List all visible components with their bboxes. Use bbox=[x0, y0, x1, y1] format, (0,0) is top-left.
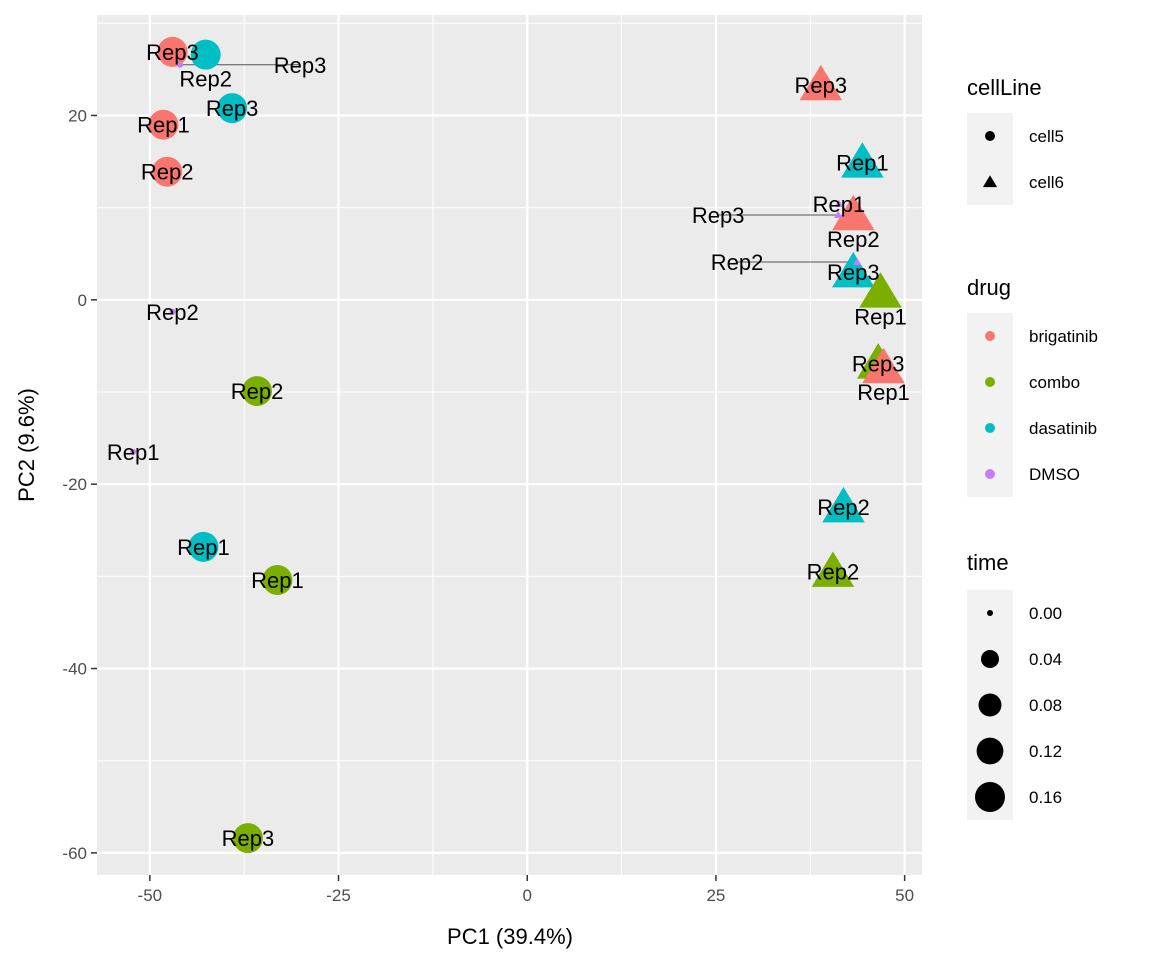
legend-label: 0.16 bbox=[1029, 788, 1062, 807]
data-point bbox=[148, 109, 179, 140]
legend-key-color bbox=[985, 331, 995, 341]
legend-label: combo bbox=[1029, 373, 1080, 392]
point-label: Rep2 bbox=[817, 495, 870, 520]
x-tick-label: 0 bbox=[523, 886, 532, 905]
data-point bbox=[152, 156, 183, 187]
legend-title: cellLine bbox=[967, 75, 1042, 100]
x-tick-label: -25 bbox=[326, 886, 351, 905]
legend-key-size bbox=[976, 737, 1004, 765]
legend-label: 0.00 bbox=[1029, 604, 1062, 623]
axes: -50 -25 0 25 50 -60 -40 -20 0 20 bbox=[62, 106, 914, 905]
y-tick-label: 0 bbox=[78, 291, 87, 310]
data-point bbox=[157, 36, 188, 67]
data-point bbox=[822, 486, 865, 523]
data-point bbox=[188, 531, 219, 562]
legend-key-triangle bbox=[982, 175, 998, 188]
point-label: Rep2 bbox=[146, 300, 199, 325]
x-tick-label: -50 bbox=[138, 886, 163, 905]
legend-key-box bbox=[967, 113, 1013, 205]
legend-key-color bbox=[985, 377, 995, 387]
data-point bbox=[262, 565, 293, 596]
points bbox=[130, 36, 905, 854]
y-tick-label: 20 bbox=[68, 106, 87, 125]
legend-key-size bbox=[975, 782, 1005, 812]
legend-label: brigatinib bbox=[1029, 327, 1098, 346]
legend-key-color bbox=[985, 469, 995, 479]
data-point bbox=[217, 93, 248, 124]
legend-label: 0.04 bbox=[1029, 650, 1062, 669]
legend-key-circle bbox=[985, 131, 995, 141]
legend-label: DMSO bbox=[1029, 465, 1080, 484]
point-label: Rep1 bbox=[107, 440, 160, 465]
legend-key-size bbox=[987, 610, 993, 616]
legend-label: 0.12 bbox=[1029, 742, 1062, 761]
data-point bbox=[862, 347, 905, 384]
point-label: Rep3 bbox=[827, 260, 880, 285]
point-label: Rep1 bbox=[836, 150, 889, 175]
point-label: Rep2 bbox=[807, 560, 860, 585]
point-label: Rep3 bbox=[222, 826, 275, 851]
point-label: Rep1 bbox=[854, 304, 907, 329]
point-label: Rep3 bbox=[692, 203, 745, 228]
legend-key-color bbox=[985, 423, 995, 433]
point-label: Rep2 bbox=[141, 160, 194, 185]
legend-key-box bbox=[967, 313, 1013, 497]
data-point bbox=[242, 376, 273, 407]
point-label: Rep3 bbox=[795, 73, 848, 98]
x-axis-title: PC1 (39.4%) bbox=[447, 924, 573, 949]
data-point bbox=[799, 64, 843, 101]
data-point bbox=[859, 272, 902, 308]
data-point bbox=[177, 61, 184, 68]
point-label: Rep2 bbox=[827, 227, 880, 252]
data-point bbox=[811, 551, 855, 587]
plot-panel bbox=[97, 15, 922, 875]
data-point bbox=[834, 199, 844, 207]
legend-label: dasatinib bbox=[1029, 419, 1097, 438]
y-axis-title: PC2 (9.6%) bbox=[14, 388, 39, 502]
point-label: Rep3 bbox=[146, 40, 199, 65]
data-point bbox=[169, 308, 176, 315]
data-point bbox=[232, 823, 263, 854]
data-point bbox=[832, 251, 875, 288]
point-label: Rep1 bbox=[251, 568, 304, 593]
legend-label: 0.08 bbox=[1029, 696, 1062, 715]
data-point bbox=[832, 194, 875, 231]
data-point bbox=[833, 210, 843, 219]
point-label: Rep3 bbox=[206, 96, 259, 121]
point-label: Rep2 bbox=[711, 250, 764, 275]
point-label: Rep1 bbox=[813, 192, 866, 217]
legend-title: time bbox=[967, 550, 1009, 575]
point-label: Rep3 bbox=[852, 351, 905, 376]
legend-label: cell6 bbox=[1029, 173, 1064, 192]
legend-key-size bbox=[978, 693, 1002, 717]
point-label: Rep1 bbox=[177, 535, 230, 560]
x-tick-label: 50 bbox=[895, 886, 914, 905]
point-labels: Rep3Rep2Rep3Rep1Rep2Rep3Rep2Rep2Rep1Rep1… bbox=[107, 40, 910, 851]
data-point bbox=[841, 142, 884, 178]
point-label: Rep3 bbox=[274, 53, 327, 78]
point-label: Rep1 bbox=[137, 113, 190, 138]
y-tick-label: -40 bbox=[62, 660, 87, 679]
point-label: Rep1 bbox=[857, 380, 910, 405]
legend: cellLine cell5 cell6 drug brigatinib combo das… bbox=[967, 75, 1098, 820]
grid bbox=[97, 15, 922, 875]
data-point bbox=[130, 448, 137, 455]
y-tick-label: -60 bbox=[62, 844, 87, 863]
x-tick-label: 25 bbox=[706, 886, 725, 905]
point-label: Rep2 bbox=[231, 379, 284, 404]
legend-label: cell5 bbox=[1029, 127, 1064, 146]
legend-title: drug bbox=[967, 275, 1011, 300]
data-point bbox=[190, 39, 221, 70]
y-tick-label: -20 bbox=[62, 475, 87, 494]
point-label: Rep2 bbox=[179, 67, 232, 92]
legend-key-size bbox=[981, 650, 999, 668]
data-point bbox=[852, 257, 862, 266]
